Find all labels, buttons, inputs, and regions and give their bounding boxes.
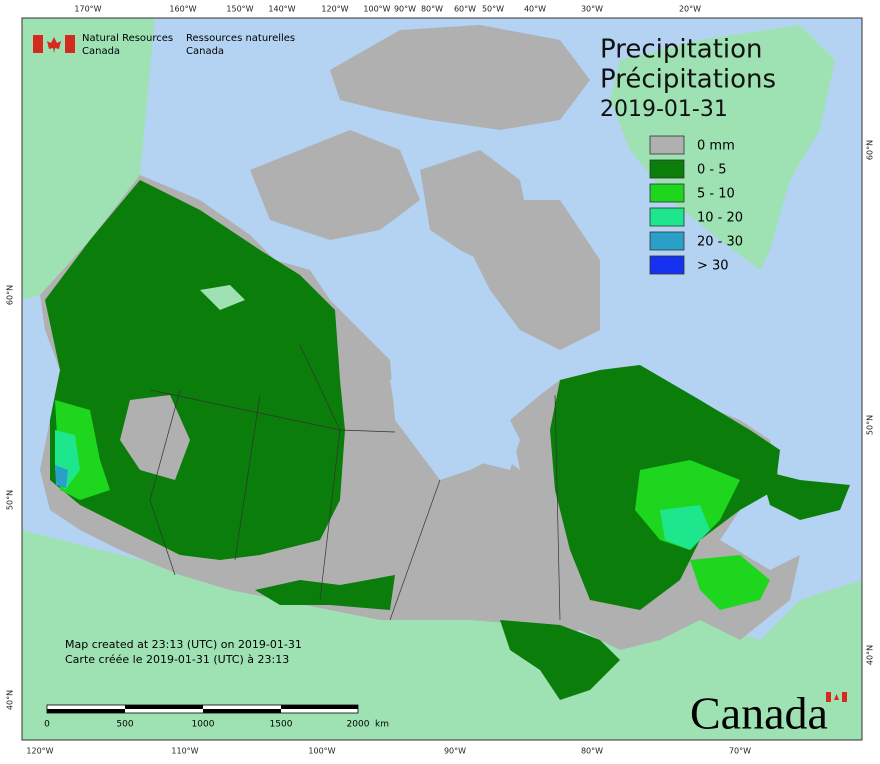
scale-label: 1500 [270, 720, 293, 730]
graticule-label: 50°N [6, 490, 15, 510]
graticule-label: 40°N [866, 645, 875, 665]
title: Precipitation [600, 35, 763, 65]
legend-label: > 30 [697, 259, 729, 274]
note: Map created at 23:13 (UTC) on 2019-01-31 [65, 638, 302, 651]
legend-label: 0 mm [697, 139, 735, 154]
legend-label: 5 - 10 [697, 187, 735, 202]
graticule-label: 90°W [394, 5, 416, 14]
graticule-label: 40°N [6, 690, 15, 710]
org-en: Canada [82, 46, 120, 57]
graticule-label: 20°W [679, 5, 701, 14]
graticule-label: 160°W [169, 5, 196, 14]
graticule-label: 60°N [866, 140, 875, 160]
legend-swatch [649, 135, 685, 155]
map-frame [21, 17, 863, 741]
org-en: Natural Resources [82, 33, 173, 44]
legend-swatch [649, 207, 685, 227]
graticule-label: 60°N [6, 285, 15, 305]
graticule-label: 50°N [866, 415, 875, 435]
org-fr: Ressources naturelles [186, 33, 295, 44]
legend-label: 10 - 20 [697, 211, 743, 226]
graticule-label: 90°W [444, 747, 466, 756]
legend-label: 20 - 30 [697, 235, 743, 250]
wordmark: Canada [690, 688, 828, 739]
graticule-label: 50°W [482, 5, 504, 14]
scale-label: 2000 [347, 720, 370, 730]
map-shapes [22, 18, 862, 740]
graticule-label: 40°W [524, 5, 546, 14]
logo [33, 35, 75, 53]
graticule-label: 80°W [421, 5, 443, 14]
scale-label: 500 [116, 720, 133, 730]
title: Précipitations [600, 65, 776, 95]
legend-swatch [649, 255, 685, 275]
graticule-label: 100°W [363, 5, 390, 14]
graticule-label: 170°W [74, 5, 101, 14]
scale-unit: km [375, 720, 389, 730]
graticule-label: 70°W [729, 747, 751, 756]
graticule-label: 30°W [581, 5, 603, 14]
graticule-label: 140°W [268, 5, 295, 14]
wordmark-flag [826, 692, 847, 702]
scale-label: 0 [44, 720, 50, 730]
legend-label: 0 - 5 [697, 163, 727, 178]
graticule-label: 100°W [308, 747, 335, 756]
note: Carte créée le 2019-01-31 (UTC) à 23:13 [65, 653, 289, 666]
graticule-label: 80°W [581, 747, 603, 756]
date: 2019-01-31 [600, 97, 728, 122]
graticule-label: 60°W [454, 5, 476, 14]
legend-swatch [649, 159, 685, 179]
org-fr: Canada [186, 46, 224, 57]
scale-bar [46, 704, 359, 714]
graticule-label: 150°W [226, 5, 253, 14]
graticule-label: 110°W [171, 747, 198, 756]
scale-label: 1000 [192, 720, 215, 730]
graticule-label: 120°W [26, 747, 53, 756]
legend-swatch [649, 183, 685, 203]
legend-swatch [649, 231, 685, 251]
graticule-label: 120°W [321, 5, 348, 14]
